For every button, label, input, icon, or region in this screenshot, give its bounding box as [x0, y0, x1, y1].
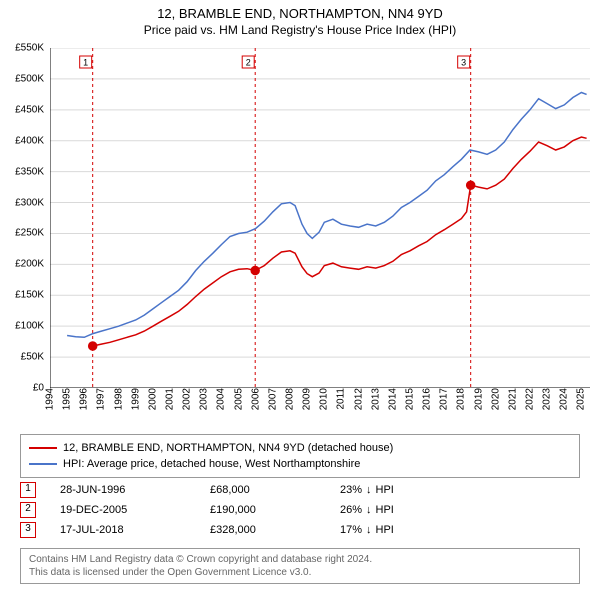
x-tick-label: 1997	[96, 388, 107, 410]
x-tick-label: 2024	[559, 388, 570, 410]
x-tick-label: 2008	[285, 388, 296, 410]
sale-diff-pct: 23%	[340, 484, 362, 496]
x-tick-label: 2012	[353, 388, 364, 410]
y-tick-label: £300K	[15, 197, 44, 208]
chart-title: 12, BRAMBLE END, NORTHAMPTON, NN4 9YD	[0, 0, 600, 21]
down-arrow-icon: ↓	[366, 484, 372, 496]
x-tick-label: 2009	[302, 388, 313, 410]
sale-diff-label: HPI	[376, 504, 394, 516]
sale-price: £328,000	[210, 524, 340, 536]
x-tick-label: 2017	[439, 388, 450, 410]
attribution-line1: Contains HM Land Registry data © Crown c…	[29, 553, 571, 566]
sale-diff: 26% ↓ HPI	[340, 504, 394, 516]
y-tick-label: £100K	[15, 321, 44, 332]
x-tick-label: 2007	[267, 388, 278, 410]
x-tick-label: 2015	[405, 388, 416, 410]
sale-diff-pct: 17%	[340, 524, 362, 536]
sale-date: 17-JUL-2018	[60, 524, 210, 536]
legend-label: HPI: Average price, detached house, West…	[63, 458, 360, 470]
y-tick-label: £500K	[15, 73, 44, 84]
sale-diff-label: HPI	[376, 524, 394, 536]
x-tick-label: 2003	[199, 388, 210, 410]
sale-marker: 1	[20, 482, 36, 498]
x-tick-label: 2019	[473, 388, 484, 410]
y-tick-label: £450K	[15, 104, 44, 115]
legend-swatch	[29, 447, 57, 449]
y-tick-label: £400K	[15, 135, 44, 146]
sale-diff-label: HPI	[376, 484, 394, 496]
x-tick-label: 1998	[113, 388, 124, 410]
x-tick-label: 1999	[130, 388, 141, 410]
x-tick-label: 2021	[507, 388, 518, 410]
chart-svg: 1 2 3	[50, 48, 590, 388]
sales-table: 1 28-JUN-1996£68,00023% ↓ HPI 2 19-DEC-2005£1…	[20, 480, 580, 540]
sale-diff: 17% ↓ HPI	[340, 524, 394, 536]
legend-row: 12, BRAMBLE END, NORTHAMPTON, NN4 9YD (d…	[29, 440, 571, 456]
y-axis-labels: £0£50K£100K£150K£200K£250K£300K£350K£400…	[0, 48, 48, 388]
sale-marker: 3	[20, 522, 36, 538]
x-tick-label: 2001	[165, 388, 176, 410]
sale-diff: 23% ↓ HPI	[340, 484, 394, 496]
y-tick-label: £200K	[15, 259, 44, 270]
sale-row: 1 28-JUN-1996£68,00023% ↓ HPI	[20, 480, 580, 500]
sale-price: £190,000	[210, 504, 340, 516]
legend-box: 12, BRAMBLE END, NORTHAMPTON, NN4 9YD (d…	[20, 434, 580, 478]
x-tick-label: 2006	[250, 388, 261, 410]
x-tick-label: 2022	[525, 388, 536, 410]
sale-diff-pct: 26%	[340, 504, 362, 516]
x-tick-label: 1994	[45, 388, 56, 410]
sale-price: £68,000	[210, 484, 340, 496]
sale-row: 2 19-DEC-2005£190,00026% ↓ HPI	[20, 500, 580, 520]
sale-date: 19-DEC-2005	[60, 504, 210, 516]
sale-marker: 2	[20, 502, 36, 518]
x-tick-label: 1995	[62, 388, 73, 410]
x-tick-label: 2005	[233, 388, 244, 410]
attribution-line2: This data is licensed under the Open Gov…	[29, 566, 571, 579]
chart-plot-area: 1 2 3	[50, 48, 590, 388]
x-tick-label: 2020	[490, 388, 501, 410]
down-arrow-icon: ↓	[366, 524, 372, 536]
svg-text:1: 1	[83, 58, 88, 68]
attribution-box: Contains HM Land Registry data © Crown c…	[20, 548, 580, 584]
y-tick-label: £550K	[15, 43, 44, 54]
legend-swatch	[29, 463, 57, 465]
y-tick-label: £150K	[15, 290, 44, 301]
x-axis-labels: 1994199519961997199819992000200120022003…	[50, 388, 590, 428]
svg-text:3: 3	[461, 58, 466, 68]
svg-text:2: 2	[246, 58, 251, 68]
legend-row: HPI: Average price, detached house, West…	[29, 456, 571, 472]
x-tick-label: 2016	[422, 388, 433, 410]
x-tick-label: 2004	[216, 388, 227, 410]
x-tick-label: 2014	[387, 388, 398, 410]
chart-subtitle: Price paid vs. HM Land Registry's House …	[0, 21, 600, 37]
legend-label: 12, BRAMBLE END, NORTHAMPTON, NN4 9YD (d…	[63, 442, 393, 454]
x-tick-label: 2025	[576, 388, 587, 410]
x-tick-label: 2023	[542, 388, 553, 410]
x-tick-label: 2002	[182, 388, 193, 410]
x-tick-label: 2000	[147, 388, 158, 410]
y-tick-label: £0	[33, 383, 44, 394]
sale-row: 3 17-JUL-2018£328,00017% ↓ HPI	[20, 520, 580, 540]
y-tick-label: £250K	[15, 228, 44, 239]
x-tick-label: 1996	[79, 388, 90, 410]
x-tick-label: 2013	[370, 388, 381, 410]
down-arrow-icon: ↓	[366, 504, 372, 516]
x-tick-label: 2010	[319, 388, 330, 410]
x-tick-label: 2018	[456, 388, 467, 410]
sale-date: 28-JUN-1996	[60, 484, 210, 496]
y-tick-label: £350K	[15, 166, 44, 177]
y-tick-label: £50K	[21, 352, 44, 363]
x-tick-label: 2011	[336, 388, 347, 410]
